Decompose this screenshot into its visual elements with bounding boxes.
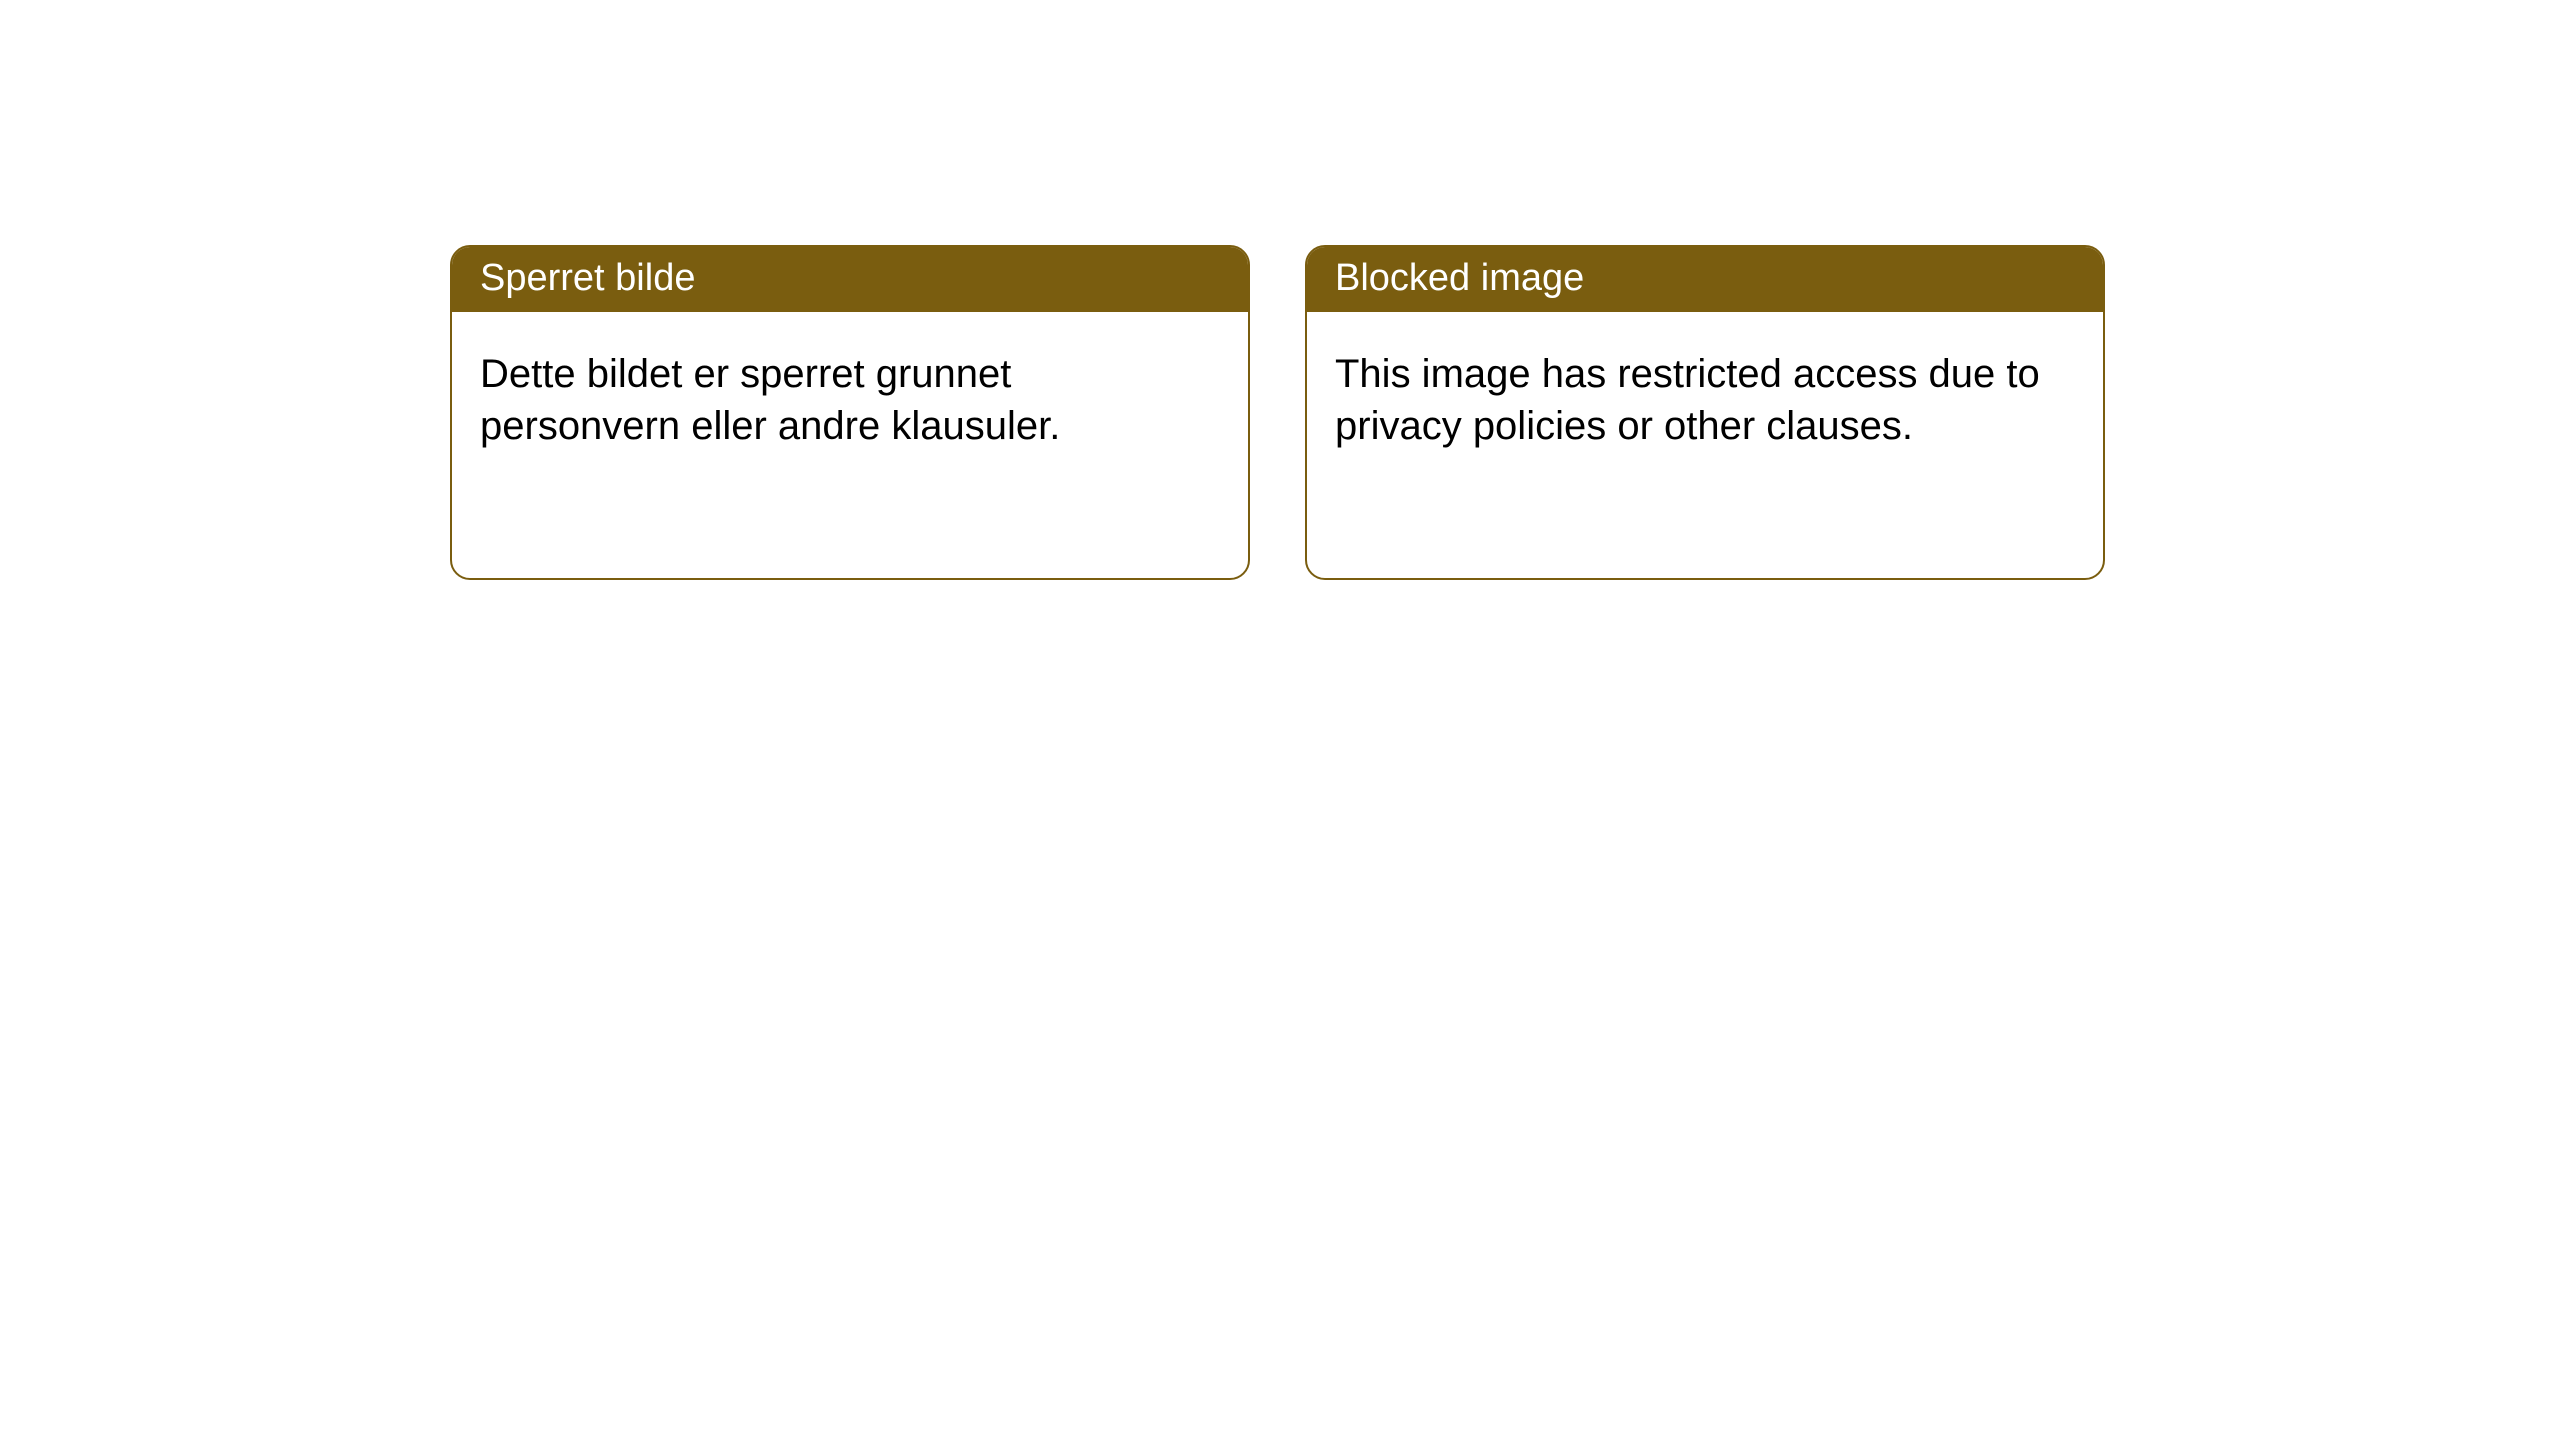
card-body-en: This image has restricted access due to … [1307, 312, 2103, 488]
card-header-no: Sperret bilde [452, 247, 1248, 312]
card-title-en: Blocked image [1335, 257, 1584, 299]
card-body-no: Dette bildet er sperret grunnet personve… [452, 312, 1248, 488]
card-title-no: Sperret bilde [480, 257, 695, 299]
blocked-image-card-en: Blocked image This image has restricted … [1305, 245, 2105, 580]
card-container: Sperret bilde Dette bildet er sperret gr… [0, 0, 2560, 580]
card-text-en: This image has restricted access due to … [1335, 352, 2040, 448]
blocked-image-card-no: Sperret bilde Dette bildet er sperret gr… [450, 245, 1250, 580]
card-text-no: Dette bildet er sperret grunnet personve… [480, 352, 1060, 448]
card-header-en: Blocked image [1307, 247, 2103, 312]
